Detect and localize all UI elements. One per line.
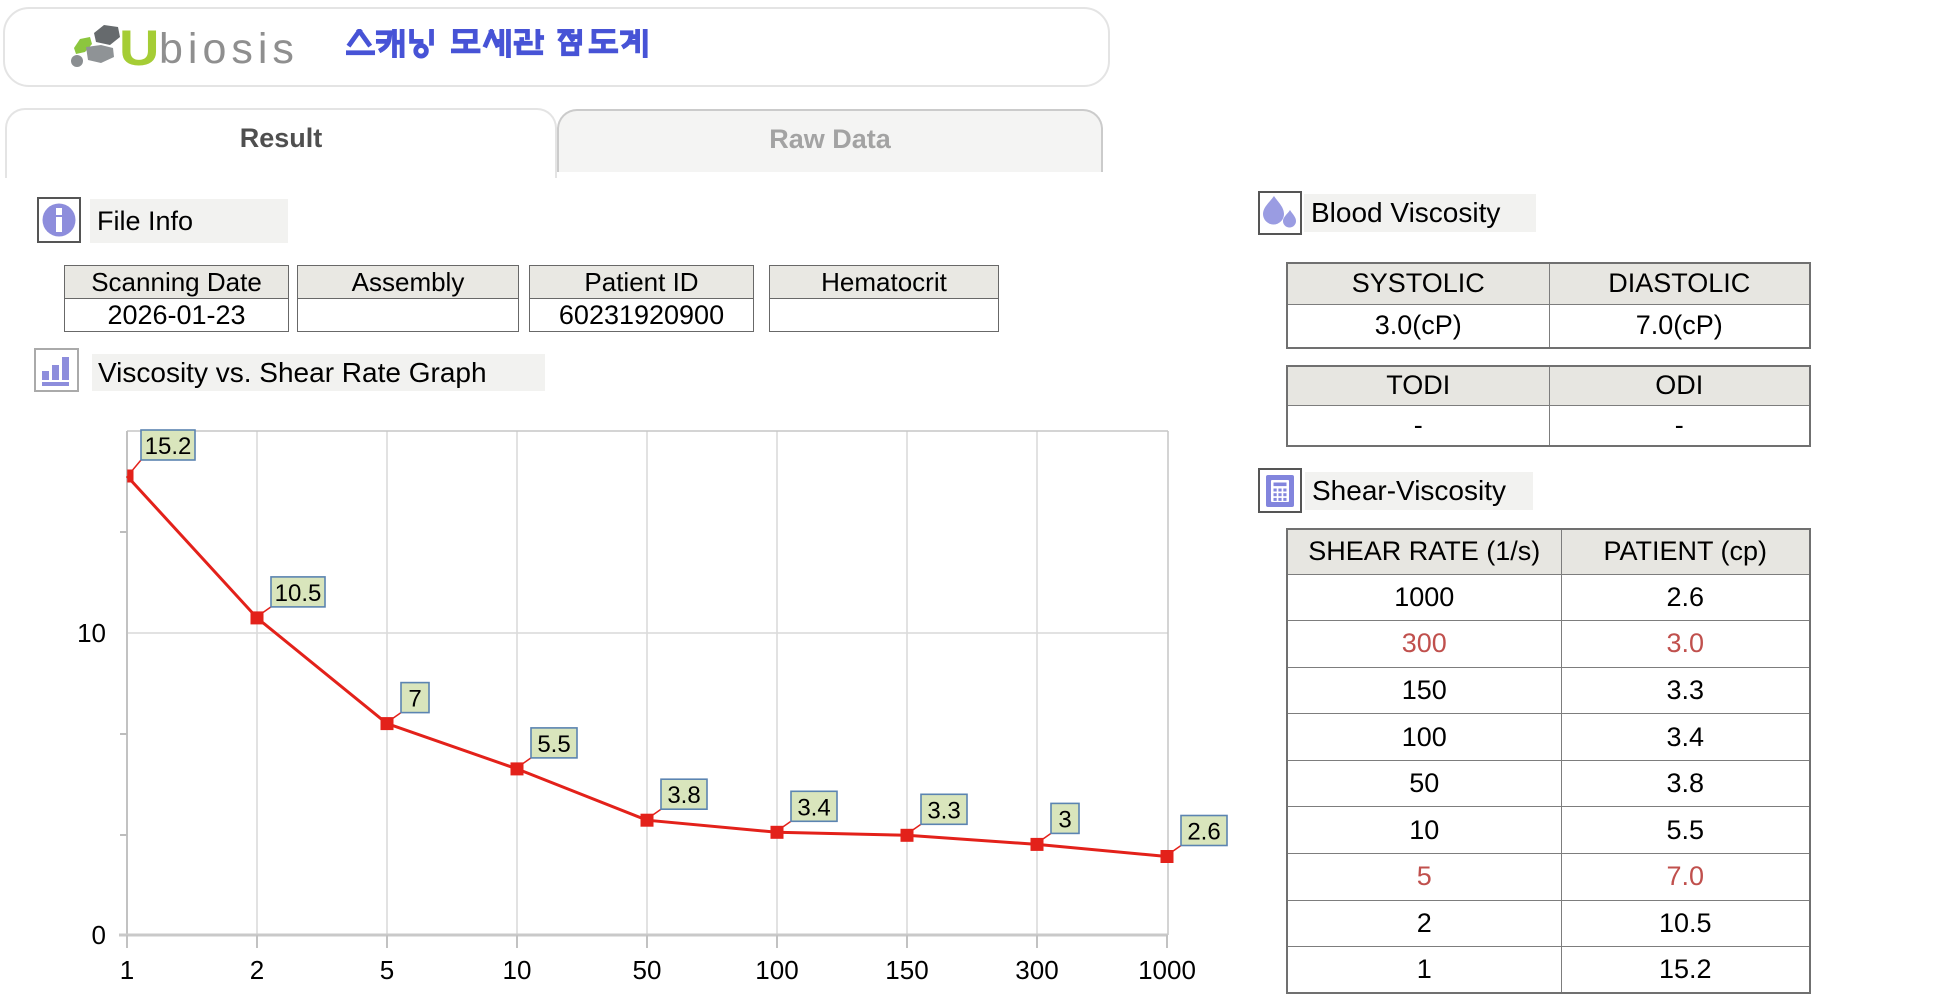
svg-text:5: 5: [380, 955, 394, 985]
svg-text:3.4: 3.4: [797, 794, 830, 821]
svg-text:0: 0: [92, 920, 106, 950]
svg-text:3: 3: [1058, 806, 1071, 833]
svg-text:10: 10: [77, 618, 106, 648]
svg-text:50: 50: [633, 955, 662, 985]
svg-text:10: 10: [503, 955, 532, 985]
svg-text:2.6: 2.6: [1187, 819, 1220, 846]
svg-text:1: 1: [120, 955, 134, 985]
svg-text:2: 2: [250, 955, 264, 985]
svg-text:15.2: 15.2: [145, 433, 192, 460]
svg-text:1000: 1000: [1138, 955, 1196, 985]
svg-text:5.5: 5.5: [537, 731, 570, 758]
svg-text:10.5: 10.5: [275, 580, 322, 607]
svg-text:100: 100: [755, 955, 798, 985]
svg-text:7: 7: [408, 686, 421, 713]
svg-text:300: 300: [1015, 955, 1058, 985]
svg-text:3.3: 3.3: [927, 797, 960, 824]
svg-text:150: 150: [885, 955, 928, 985]
svg-text:3.8: 3.8: [667, 782, 700, 809]
